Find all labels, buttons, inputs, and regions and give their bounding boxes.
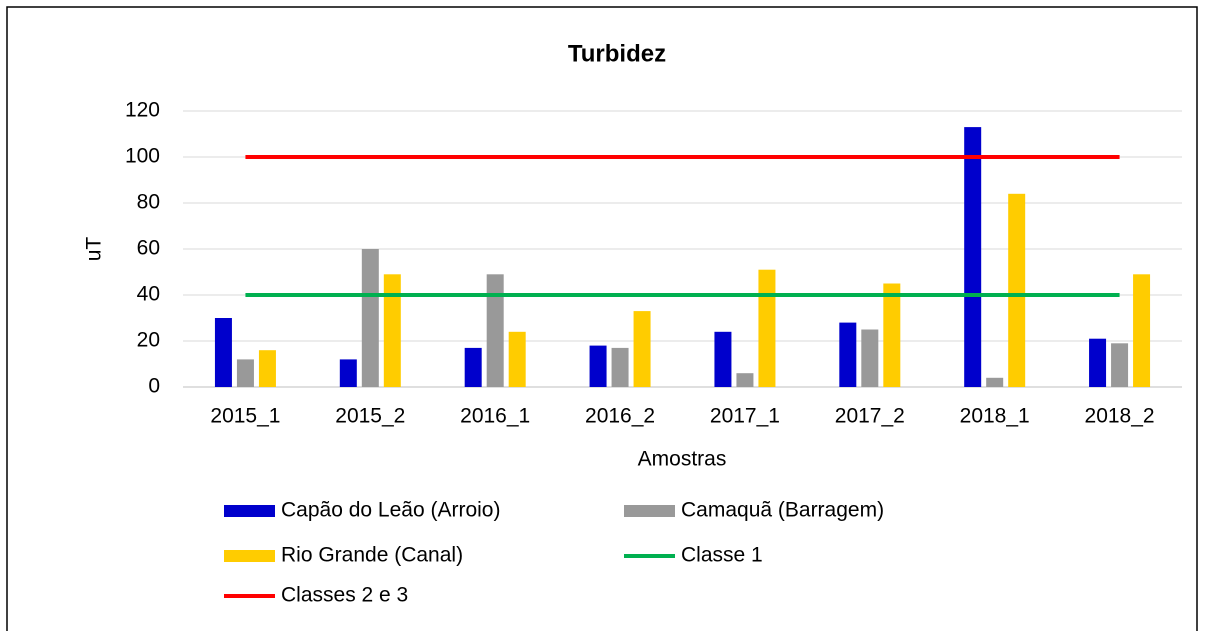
legend-swatch [624, 505, 675, 517]
legend-label: Camaquã (Barragem) [681, 499, 884, 522]
legend-swatch [224, 550, 275, 562]
bar [736, 373, 754, 387]
x-axis-label: Amostras [638, 448, 727, 471]
legend-swatch [224, 505, 275, 517]
bar [861, 329, 879, 387]
bar [714, 331, 732, 387]
bar [1111, 343, 1129, 387]
x-tick-label: 2017_1 [710, 405, 780, 428]
bar [361, 249, 379, 387]
bar [464, 347, 482, 387]
y-tick-label: 120 [125, 99, 160, 122]
bar [1089, 338, 1107, 387]
y-tick-label: 0 [148, 375, 160, 398]
bar [1133, 274, 1151, 387]
legend-label: Rio Grande (Canal) [281, 544, 463, 567]
x-tick-label: 2015_1 [210, 405, 280, 428]
x-tick-label: 2016_2 [585, 405, 655, 428]
bar [986, 377, 1004, 387]
bar [883, 283, 901, 387]
bar [214, 318, 232, 387]
bar [589, 345, 607, 387]
bar [964, 127, 982, 387]
bar [486, 274, 504, 387]
bar [383, 274, 401, 387]
legend-label: Capão do Leão (Arroio) [281, 499, 500, 522]
x-tick-label: 2018_1 [960, 405, 1030, 428]
chart-border [6, 6, 1198, 636]
x-tick-label: 2018_2 [1085, 405, 1155, 428]
y-tick-label: 20 [137, 329, 160, 352]
chart-title: Turbidez [568, 40, 666, 67]
bar [236, 359, 254, 387]
y-tick-label: 100 [125, 145, 160, 168]
bar [839, 322, 857, 387]
bar [258, 350, 276, 387]
bar [1008, 193, 1026, 387]
legend-label: Classes 2 e 3 [281, 584, 408, 607]
x-tick-label: 2017_2 [835, 405, 905, 428]
y-axis-label: uT [83, 237, 106, 262]
bar [611, 347, 629, 387]
x-tick-label: 2016_1 [460, 405, 530, 428]
legend-label: Classe 1 [681, 544, 763, 567]
y-tick-label: 80 [137, 191, 160, 214]
y-tick-label: 40 [137, 283, 160, 306]
y-tick-label: 60 [137, 237, 160, 260]
bar [633, 311, 651, 387]
bar [339, 359, 357, 387]
x-tick-label: 2015_2 [335, 405, 405, 428]
bar [508, 331, 526, 387]
bar [758, 269, 776, 387]
